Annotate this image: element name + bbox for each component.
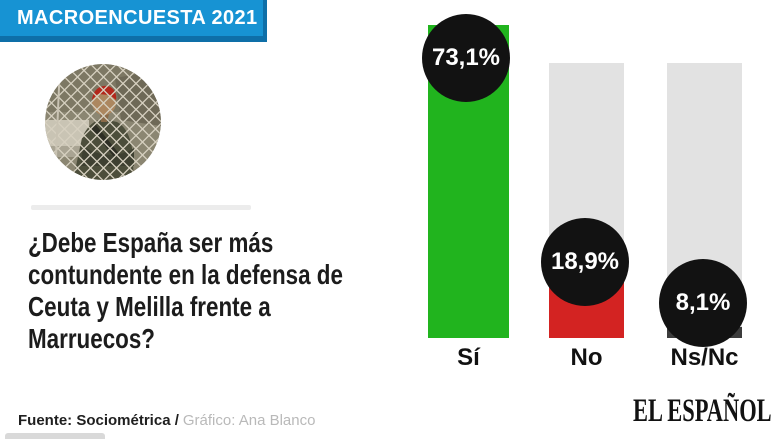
survey-banner-label: MACROENCUESTA 2021	[17, 6, 258, 29]
value-label-si: 73,1%	[431, 44, 501, 71]
category-label-no: No	[570, 344, 603, 371]
question-title: ¿Debe España ser más contundente en la d…	[28, 227, 343, 355]
value-label-nsnc: 8,1%	[675, 289, 731, 316]
question-line-4: Marruecos?	[28, 323, 155, 354]
soldier-photo-illustration	[45, 64, 161, 180]
bottom-edge-sliver	[5, 433, 105, 439]
value-badge-no: 18,9%	[541, 218, 629, 306]
category-label-si: Sí	[457, 344, 480, 371]
soldier-photo	[45, 64, 161, 180]
category-label-nsnc: Ns/Nc	[670, 344, 739, 371]
divider-line	[31, 205, 251, 210]
question-line-2: contundente en la defensa de	[28, 259, 343, 290]
value-label-no: 18,9%	[550, 248, 620, 275]
question-line-1: ¿Debe España ser más	[28, 227, 274, 258]
value-badge-si: 73,1%	[422, 14, 510, 102]
value-badge-nsnc: 8,1%	[659, 259, 747, 347]
graphic-author: Gráfico: Ana Blanco	[182, 412, 316, 429]
survey-banner: MACROENCUESTA 2021	[0, 0, 267, 42]
el-espanol-logo: EL ESPAÑOL	[633, 393, 772, 429]
source-name: Fuente: Sociométrica /	[18, 412, 179, 429]
source-credit: Fuente: Sociométrica / Gráfico: Ana Blanc…	[18, 412, 315, 429]
question-line-3: Ceuta y Melilla frente a	[28, 291, 271, 322]
